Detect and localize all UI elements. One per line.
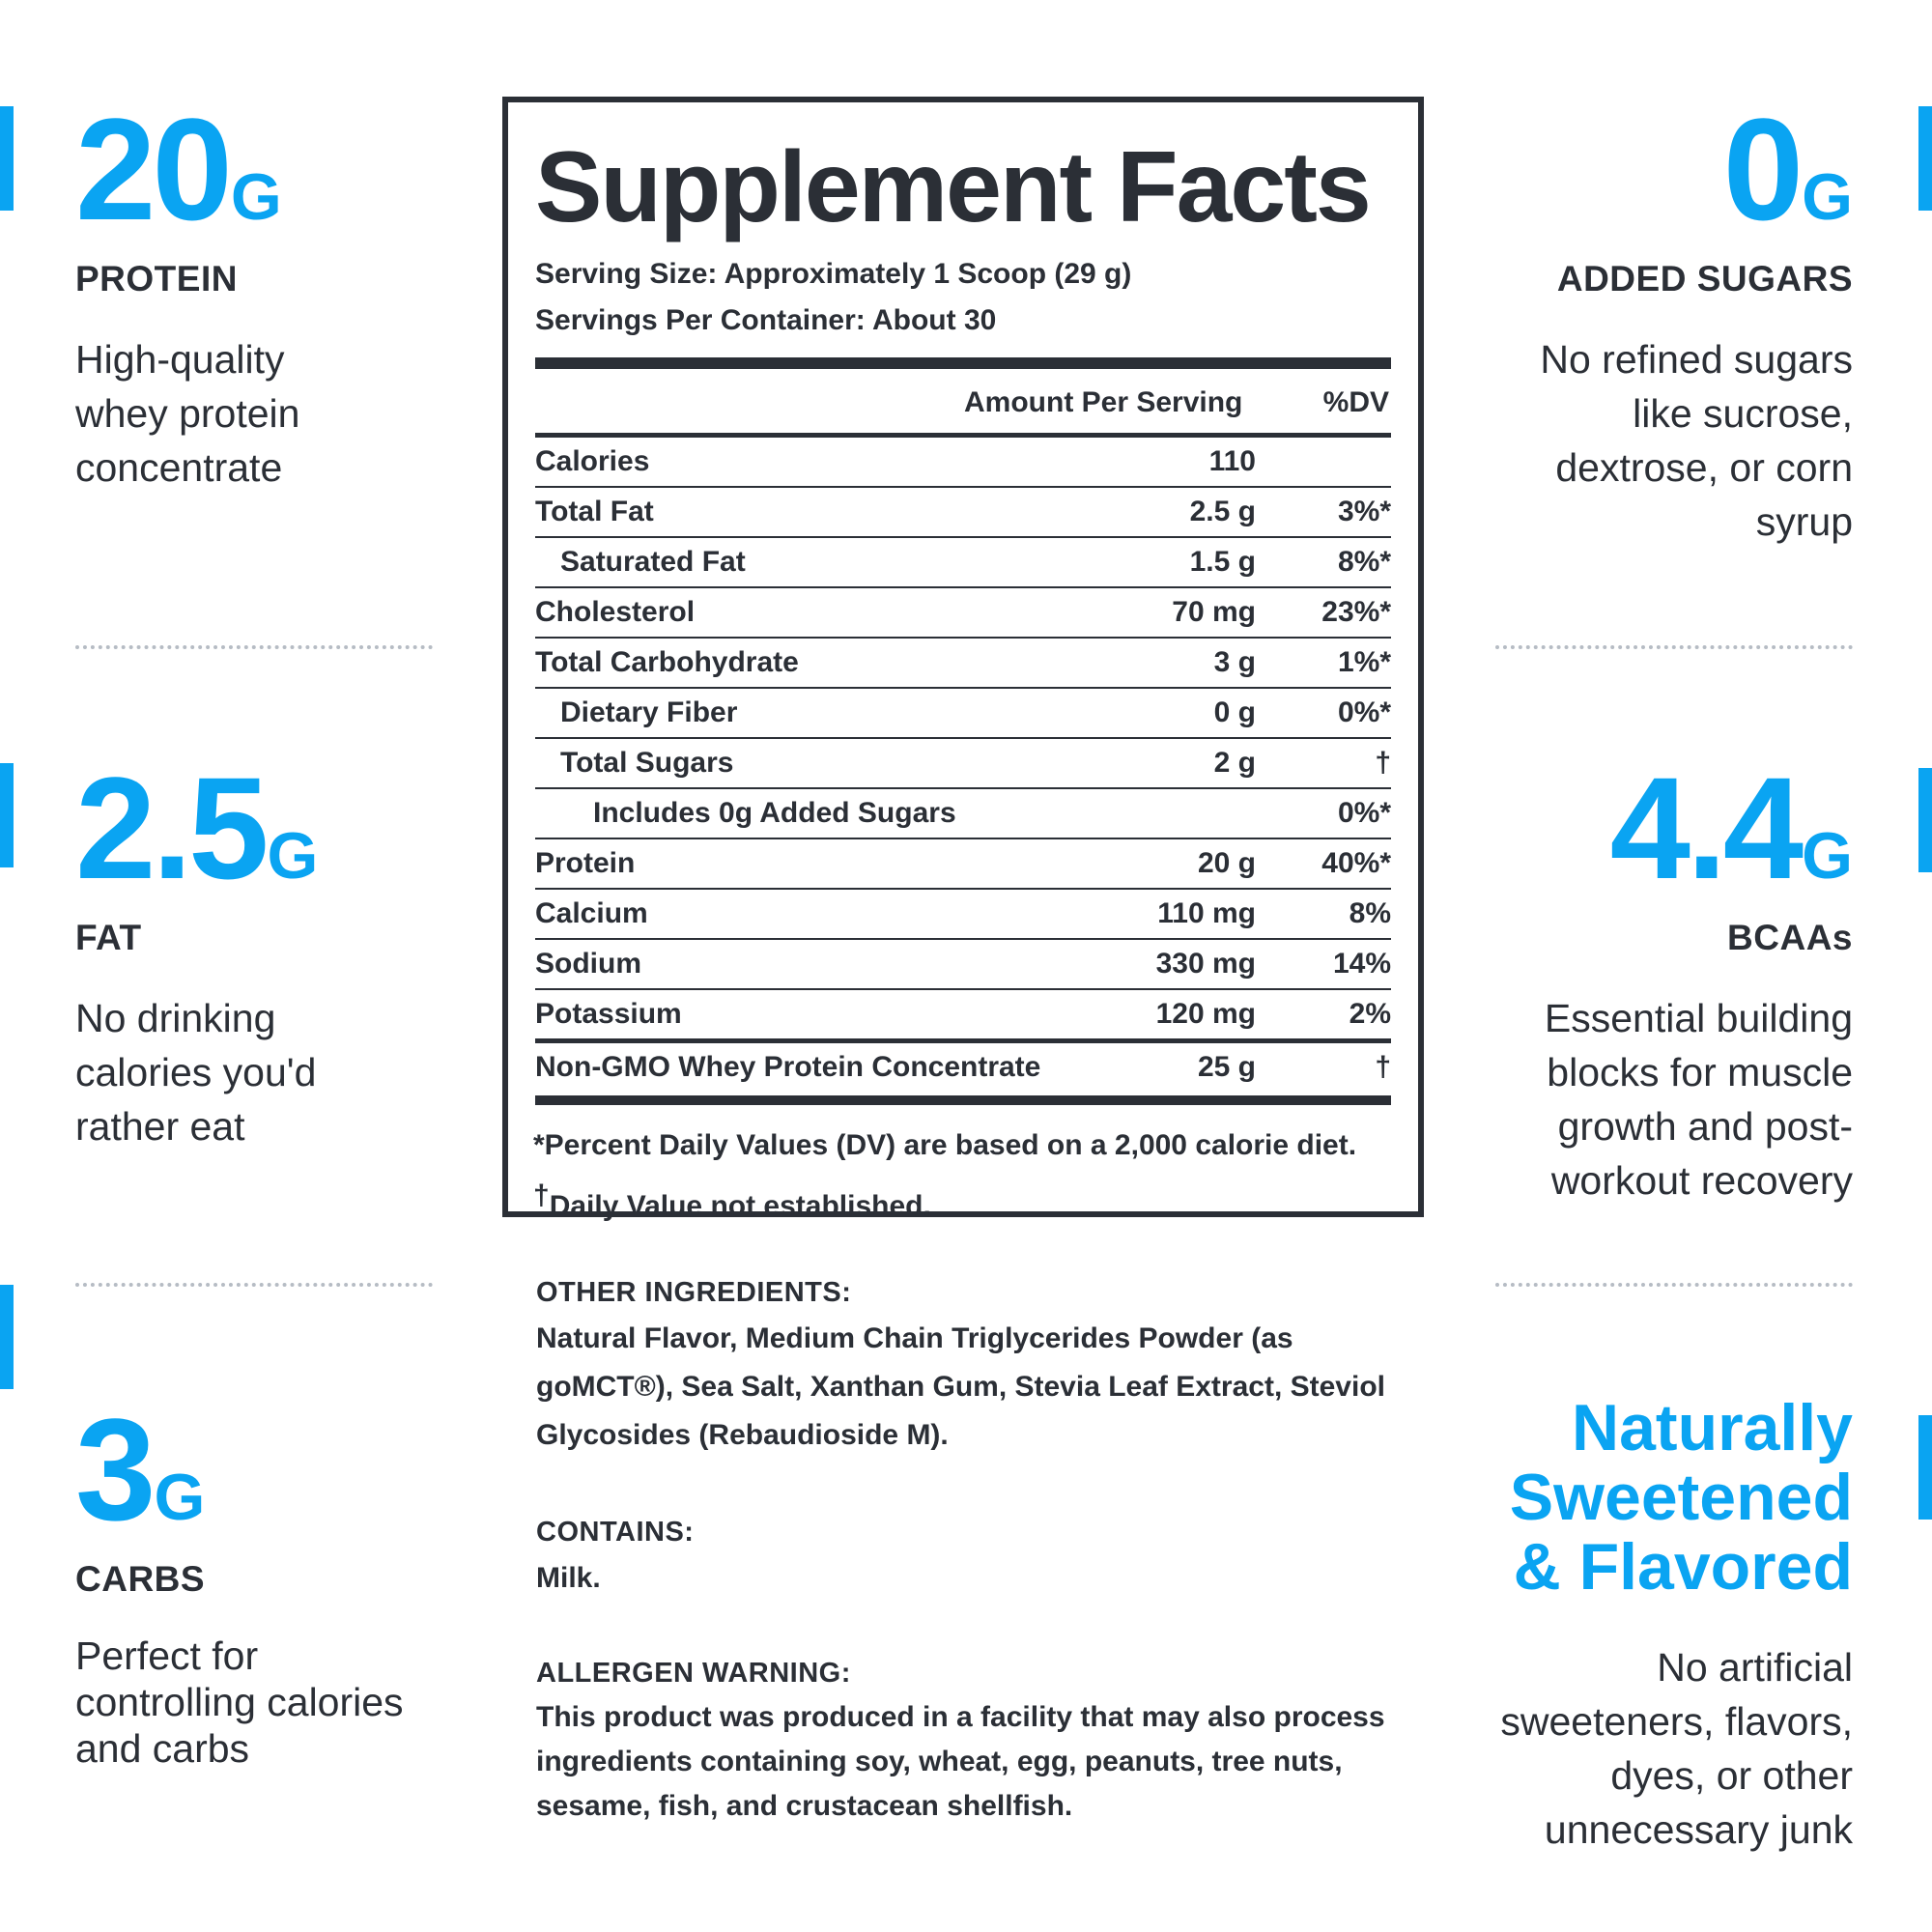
other-ingredients-text: Natural Flavor, Medium Chain Triglycerid…: [536, 1322, 1385, 1451]
accent-bar-right-3: [1918, 1415, 1932, 1520]
header-dv: %DV: [1322, 386, 1389, 418]
stat-label: BCAAs: [1727, 918, 1853, 957]
table-row: Total Fat 2.5 g 3%*: [535, 488, 1391, 538]
table-row: Calcium 110 mg 8%: [535, 890, 1391, 940]
panel-title: Supplement Facts: [535, 131, 1372, 243]
stat-value: 20G: [75, 88, 282, 250]
divider: [75, 645, 433, 649]
serving-info: Serving Size: Approximately 1 Scoop (29 …: [535, 251, 1391, 344]
table-row: Potassium 120 mg 2%: [535, 990, 1391, 1043]
header-amount: Amount Per Serving: [964, 386, 1243, 418]
stat-description: High-quality whey protein concentrate: [75, 337, 300, 490]
divider: [1495, 645, 1853, 649]
stat-value: 0G: [1722, 88, 1853, 250]
stat-added-sugars: 0G ADDED SUGARS No refined sugars like su…: [1540, 97, 1853, 549]
stat-description: Essential building blocks for muscle growt…: [1544, 996, 1853, 1203]
table-row: Sodium 330 mg 14%: [535, 940, 1391, 990]
stat-value: 2.5G: [75, 747, 319, 909]
stat-carbs: 3G CARBS Perfect for controlling calories…: [75, 1397, 404, 1772]
divider-medium: [535, 433, 1391, 438]
table-row: Cholesterol 70 mg 23%*: [535, 588, 1391, 639]
accent-bar-right-2: [1918, 768, 1932, 872]
accent-bar-left-1: [0, 106, 14, 211]
table-row: Non-GMO Whey Protein Concentrate 25 g †: [535, 1051, 1391, 1083]
stat-protein: 20G PROTEIN High-quality whey protein conc…: [75, 97, 299, 495]
table-row: Includes 0g Added Sugars 0%*: [535, 789, 1391, 839]
stat-label: CARBS: [75, 1559, 206, 1599]
serving-size: Serving Size: Approximately 1 Scoop (29 …: [535, 258, 1132, 290]
divider: [75, 1283, 433, 1287]
footnotes: *Percent Daily Values (DV) are based on …: [533, 1121, 1391, 1232]
other-ingredients: OTHER INGREDIENTS: Natural Flavor, Mediu…: [536, 1277, 1406, 1460]
footnote-dv: *Percent Daily Values (DV) are based on …: [533, 1129, 1357, 1161]
stat-label: ADDED SUGARS: [1556, 259, 1853, 298]
allergen-heading: ALLERGEN WARNING:: [536, 1658, 851, 1689]
table-row: Total Sugars 2 g †: [535, 739, 1391, 789]
stat-label: FAT: [75, 918, 142, 957]
table-row: Dietary Fiber 0 g 0%*: [535, 689, 1391, 739]
headline: Naturally Sweetened & Flavored: [1509, 1391, 1853, 1604]
stat-value: 3G: [75, 1388, 206, 1550]
stat-value: 4.4G: [1609, 747, 1853, 909]
table-row: Total Carbohydrate 3 g 1%*: [535, 639, 1391, 689]
supplement-facts-panel: Supplement Facts Serving Size: Approxima…: [502, 97, 1424, 1222]
stat-description: Perfect for controlling calories and carbs: [75, 1634, 404, 1771]
other-ingredients-heading: OTHER INGREDIENTS:: [536, 1277, 852, 1308]
accent-bar-left-2: [0, 763, 14, 867]
table-row: Calories 110: [535, 438, 1391, 488]
stat-label: PROTEIN: [75, 259, 238, 298]
allergen-text: This product was produced in a facility …: [536, 1701, 1385, 1822]
divider-thick: [535, 357, 1391, 369]
stat-description: No refined sugars like sucrose, dextrose, …: [1540, 337, 1853, 544]
allergen-warning: ALLERGEN WARNING: This product was produ…: [536, 1658, 1406, 1829]
stat-description: No drinking calories you'd rather eat: [75, 996, 317, 1149]
servings-per-container: Servings Per Container: About 30: [535, 304, 997, 336]
stat-bcaas: 4.4G BCAAs Essential building blocks for …: [1545, 755, 1853, 1208]
accent-bar-left-3: [0, 1285, 14, 1389]
table-row: Protein 20 g 40%*: [535, 839, 1391, 890]
table-header: Amount Per Serving %DV: [535, 369, 1391, 433]
stat-fat: 2.5G FAT No drinking calories you'd rather…: [75, 755, 318, 1153]
contains-heading: CONTAINS:: [536, 1517, 695, 1548]
divider-thick: [535, 1095, 1391, 1105]
contains: CONTAINS: Milk.: [536, 1517, 1406, 1603]
divider: [1495, 1283, 1853, 1287]
table-row: Saturated Fat 1.5 g 8%*: [535, 538, 1391, 588]
accent-bar-right-1: [1918, 106, 1932, 211]
footnote-dagger: †Daily Value not established.: [533, 1179, 931, 1222]
contains-text: Milk.: [536, 1562, 601, 1594]
headline-description: No artificial sweeteners, flavors, dyes, o…: [1500, 1645, 1853, 1852]
naturally-sweetened-block: Naturally Sweetened & Flavored No artifici…: [1500, 1393, 1853, 1857]
